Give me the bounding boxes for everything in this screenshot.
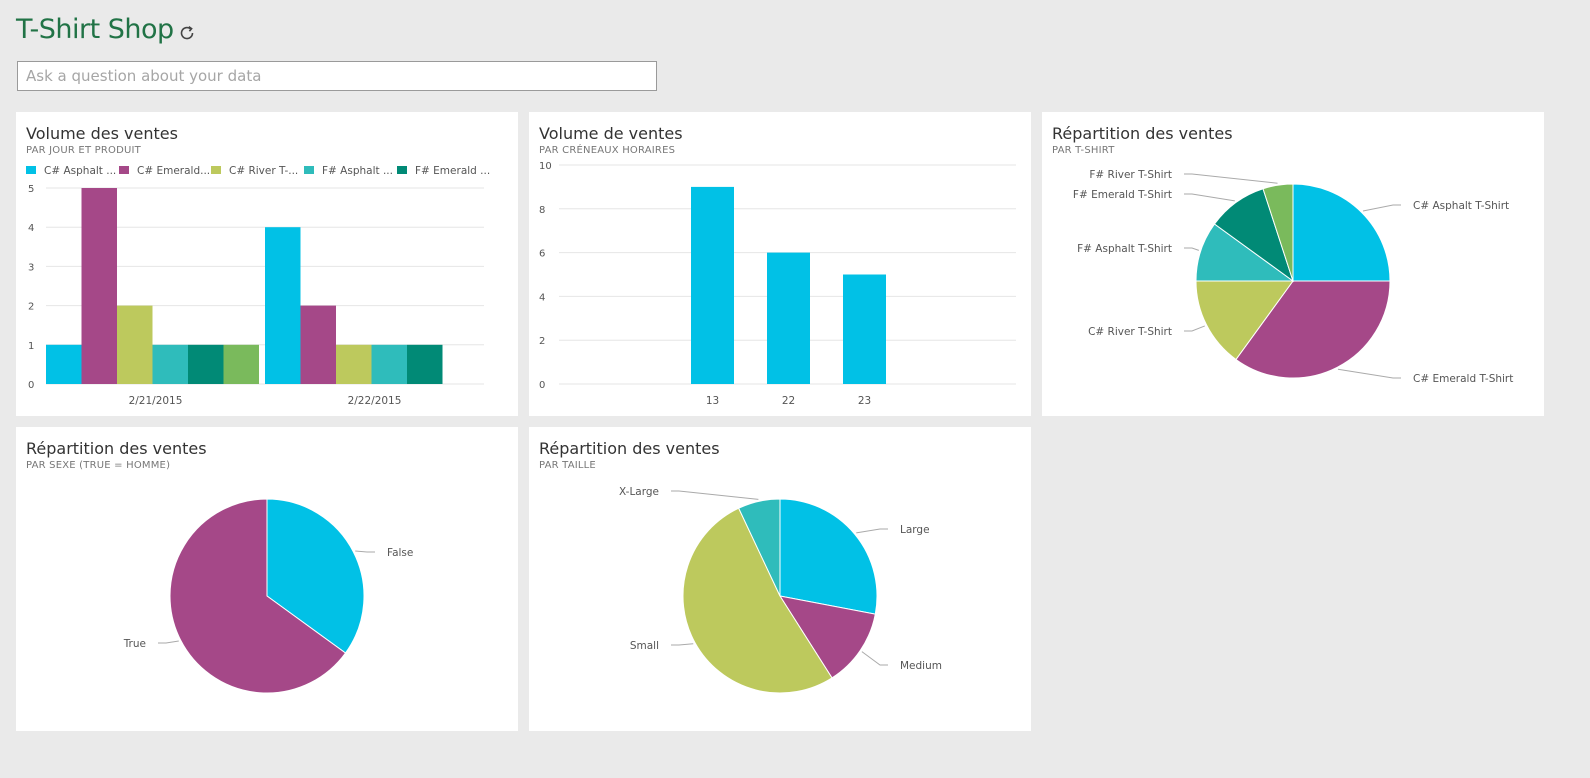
tile-subtitle: PAR CRÉNEAUX HORAIRES xyxy=(539,145,676,156)
pie-leader-line xyxy=(856,528,888,534)
tile-title: Répartition des ventes xyxy=(1052,124,1233,143)
pie-slice-label: C# River T-Shirt xyxy=(1088,326,1172,338)
y-tick-label: 5 xyxy=(28,184,34,195)
y-tick-label: 3 xyxy=(28,262,34,273)
sales-by-sex-pie: False True xyxy=(123,498,413,694)
bar xyxy=(767,252,810,384)
y-tick-label: 4 xyxy=(539,292,545,303)
bar xyxy=(188,344,224,384)
bar xyxy=(407,344,443,384)
y-tick-label: 10 xyxy=(539,161,552,172)
y-tick-label: 0 xyxy=(28,380,34,391)
legend-label: F# Emerald ... xyxy=(415,165,490,177)
y-tick-label: 1 xyxy=(28,341,34,352)
tile-subtitle: PAR TAILLE xyxy=(539,460,596,471)
pie-slice-label: C# Asphalt T-Shirt xyxy=(1413,200,1509,212)
y-tick-label: 6 xyxy=(539,249,545,260)
bar xyxy=(300,305,336,384)
refresh-icon[interactable] xyxy=(178,24,196,42)
y-tick-label: 8 xyxy=(539,205,545,216)
x-tick-label: 2/22/2015 xyxy=(348,395,402,407)
pie-leader-line xyxy=(671,643,694,646)
tile-sales-by-day[interactable]: Volume des ventes PAR JOUR ET PRODUIT C#… xyxy=(16,112,518,416)
legend-swatch xyxy=(211,166,221,174)
bar xyxy=(46,344,82,384)
pie-leader-line xyxy=(1184,173,1278,184)
sales-by-tshirt-pie: C# Asphalt T-Shirt C# Emerald T-Shirt C# R… xyxy=(1073,169,1513,385)
pie-leader-line xyxy=(671,490,759,500)
tile-subtitle: PAR T-SHIRT xyxy=(1052,145,1115,156)
y-tick-label: 2 xyxy=(28,302,34,313)
legend-label: C# River T-... xyxy=(229,165,298,177)
tile-sales-by-hour[interactable]: Volume de ventes PAR CRÉNEAUX HORAIRES 0… xyxy=(529,112,1031,416)
y-tick-label: 4 xyxy=(28,223,34,234)
tile-subtitle: PAR JOUR ET PRODUIT xyxy=(26,145,141,156)
pie-slice xyxy=(779,498,878,615)
pie-slice-label: Large xyxy=(900,524,930,536)
legend-label: C# Emerald... xyxy=(137,165,210,177)
pie-slice xyxy=(738,498,781,597)
x-tick-label: 23 xyxy=(858,395,871,407)
sales-by-day-chart: C# Asphalt ... C# Emerald... C# River T-..… xyxy=(26,165,490,407)
pie-slice-label: C# Emerald T-Shirt xyxy=(1413,373,1513,385)
legend-swatch xyxy=(304,166,314,174)
pie-slice xyxy=(1235,280,1391,379)
pie-slice-label: F# Emerald T-Shirt xyxy=(1073,189,1172,201)
page-title: T-Shirt Shop xyxy=(16,14,174,45)
pie-leader-line xyxy=(355,550,375,553)
pie-slice xyxy=(1292,183,1391,282)
legend-swatch xyxy=(26,166,36,174)
sales-by-hour-chart: 0 2 4 6 8 10 13 22 23 xyxy=(539,161,1016,407)
legend-swatch xyxy=(119,166,129,174)
pie-leader-line xyxy=(1184,325,1205,332)
bar xyxy=(152,344,188,384)
pie-slice xyxy=(778,595,876,679)
tile-sales-by-size[interactable]: Répartition des ventes PAR TAILLE Large M… xyxy=(529,427,1031,731)
pie-slice-label: Medium xyxy=(900,660,942,672)
y-tick-label: 0 xyxy=(539,380,545,391)
bar xyxy=(336,344,372,384)
pie-slice-label: True xyxy=(123,638,146,650)
pie-slice xyxy=(169,498,347,694)
tile-title: Volume de ventes xyxy=(539,124,683,143)
pie-slice-label: X-Large xyxy=(619,486,659,498)
pie-slice-label: F# Asphalt T-Shirt xyxy=(1077,243,1172,255)
x-tick-label: 2/21/2015 xyxy=(129,395,183,407)
bar xyxy=(117,305,153,384)
pie-slice-label: Small xyxy=(630,640,659,652)
bar xyxy=(691,186,734,384)
bar xyxy=(265,227,301,384)
qa-question-input[interactable] xyxy=(17,61,657,91)
x-tick-label: 13 xyxy=(706,395,719,407)
legend-label: F# Asphalt ... xyxy=(322,165,393,177)
pie-leader-line xyxy=(1362,204,1401,212)
tile-title: Répartition des ventes xyxy=(539,439,720,458)
pie-slice xyxy=(682,507,833,694)
tile-title: Répartition des ventes xyxy=(26,439,207,458)
pie-slice xyxy=(1262,183,1294,282)
y-tick-label: 2 xyxy=(539,336,545,347)
tile-sales-by-sex[interactable]: Répartition des ventes PAR SEXE (TRUE = … xyxy=(16,427,518,731)
x-tick-label: 22 xyxy=(782,395,795,407)
pie-slice xyxy=(266,498,365,654)
pie-leader-line xyxy=(861,651,888,666)
sales-by-size-pie: Large Medium Small X-Large xyxy=(619,486,942,694)
pie-leader-line xyxy=(1337,368,1401,379)
pie-slice-label: F# River T-Shirt xyxy=(1089,169,1172,181)
legend-swatch xyxy=(397,166,407,174)
pie-leader-line xyxy=(1184,193,1235,202)
pie-leader-line xyxy=(1184,247,1200,251)
tile-title: Volume des ventes xyxy=(26,124,178,143)
pie-slice-label: False xyxy=(387,547,413,559)
pie-slice xyxy=(1195,280,1294,361)
tile-sales-by-tshirt[interactable]: Répartition des ventes PAR T-SHIRT C# As… xyxy=(1042,112,1544,416)
legend-label: C# Asphalt ... xyxy=(44,165,116,177)
pie-leader-line xyxy=(158,640,179,644)
bar xyxy=(223,344,259,384)
bar xyxy=(843,274,886,384)
bar xyxy=(371,344,407,384)
bar xyxy=(81,188,117,384)
tile-subtitle: PAR SEXE (TRUE = HOMME) xyxy=(26,460,171,471)
